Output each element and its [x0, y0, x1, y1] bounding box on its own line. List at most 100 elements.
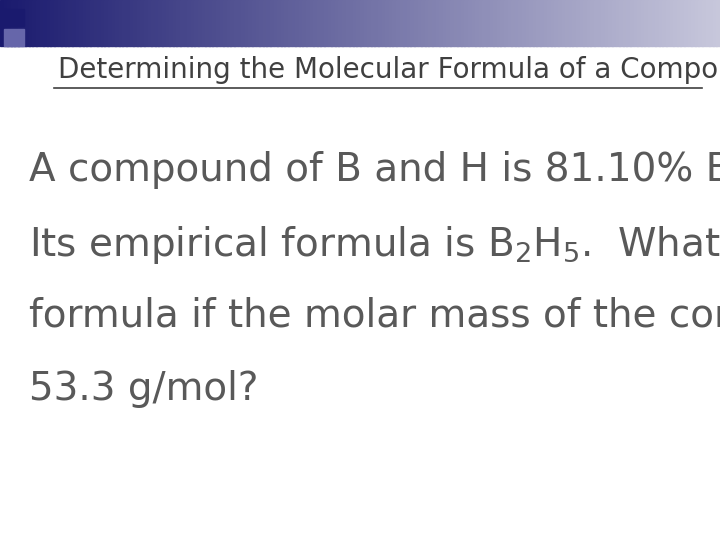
Bar	[562, 0, 566, 46]
Bar	[317, 0, 321, 46]
Bar	[630, 0, 634, 46]
Bar	[425, 0, 429, 46]
Bar	[346, 0, 350, 46]
Bar	[335, 0, 339, 46]
Bar	[212, 0, 217, 46]
Bar	[677, 0, 681, 46]
Bar	[385, 0, 390, 46]
Bar	[198, 0, 202, 46]
Bar	[623, 0, 627, 46]
Bar	[65, 0, 69, 46]
Bar	[598, 0, 602, 46]
Bar	[101, 0, 105, 46]
Text: formula if the molar mass of the compound is: formula if the molar mass of the compoun…	[29, 297, 720, 335]
Bar	[587, 0, 591, 46]
Bar	[248, 0, 253, 46]
Bar	[234, 0, 238, 46]
Bar	[4, 9, 24, 26]
Bar	[148, 0, 152, 46]
Bar	[205, 0, 210, 46]
Bar	[659, 0, 663, 46]
Bar	[439, 0, 444, 46]
Bar	[644, 0, 649, 46]
Text: 53.3 g/mol?: 53.3 g/mol?	[29, 370, 258, 408]
Bar	[223, 0, 228, 46]
Bar	[522, 0, 526, 46]
Bar	[97, 0, 102, 46]
Bar	[608, 0, 613, 46]
Bar	[504, 0, 508, 46]
Bar	[230, 0, 235, 46]
Bar	[259, 0, 264, 46]
Bar	[43, 0, 48, 46]
Bar	[32, 0, 37, 46]
Bar	[18, 0, 22, 46]
Bar	[529, 0, 534, 46]
Bar	[29, 0, 33, 46]
Bar	[47, 0, 51, 46]
Bar	[436, 0, 440, 46]
Bar	[155, 0, 159, 46]
Bar	[497, 0, 501, 46]
Bar	[158, 0, 163, 46]
Bar	[446, 0, 451, 46]
Bar	[666, 0, 670, 46]
Bar	[533, 0, 537, 46]
Bar	[4, 29, 24, 46]
Bar	[194, 0, 199, 46]
Bar	[245, 0, 249, 46]
Bar	[151, 0, 156, 46]
Bar	[313, 0, 318, 46]
Bar	[410, 0, 415, 46]
Bar	[40, 0, 44, 46]
Bar	[176, 0, 181, 46]
Bar	[601, 0, 606, 46]
Bar	[184, 0, 188, 46]
Bar	[104, 0, 109, 46]
Bar	[554, 0, 559, 46]
Bar	[360, 0, 364, 46]
Bar	[281, 0, 285, 46]
Bar	[227, 0, 231, 46]
Bar	[90, 0, 94, 46]
Bar	[551, 0, 555, 46]
Bar	[241, 0, 246, 46]
Bar	[338, 0, 343, 46]
Bar	[331, 0, 336, 46]
Bar	[605, 0, 609, 46]
Bar	[119, 0, 123, 46]
Bar	[673, 0, 678, 46]
Bar	[112, 0, 116, 46]
Bar	[461, 0, 465, 46]
Bar	[140, 0, 145, 46]
Bar	[508, 0, 512, 46]
Bar	[54, 0, 58, 46]
Bar	[364, 0, 368, 46]
Bar	[353, 0, 357, 46]
Bar	[324, 0, 328, 46]
Bar	[695, 0, 699, 46]
Bar	[36, 0, 40, 46]
Bar	[490, 0, 494, 46]
Bar	[4, 0, 8, 46]
Bar	[72, 0, 76, 46]
Bar	[680, 0, 685, 46]
Bar	[122, 0, 127, 46]
Bar	[216, 0, 220, 46]
Bar	[367, 0, 372, 46]
Bar	[252, 0, 256, 46]
Bar	[7, 0, 12, 46]
Bar	[414, 0, 418, 46]
Bar	[547, 0, 552, 46]
Bar	[709, 0, 714, 46]
Bar	[698, 0, 703, 46]
Bar	[634, 0, 638, 46]
Bar	[292, 0, 296, 46]
Bar	[713, 0, 717, 46]
Bar	[392, 0, 397, 46]
Bar	[220, 0, 224, 46]
Bar	[612, 0, 616, 46]
Bar	[288, 0, 292, 46]
Bar	[400, 0, 404, 46]
Bar	[284, 0, 289, 46]
